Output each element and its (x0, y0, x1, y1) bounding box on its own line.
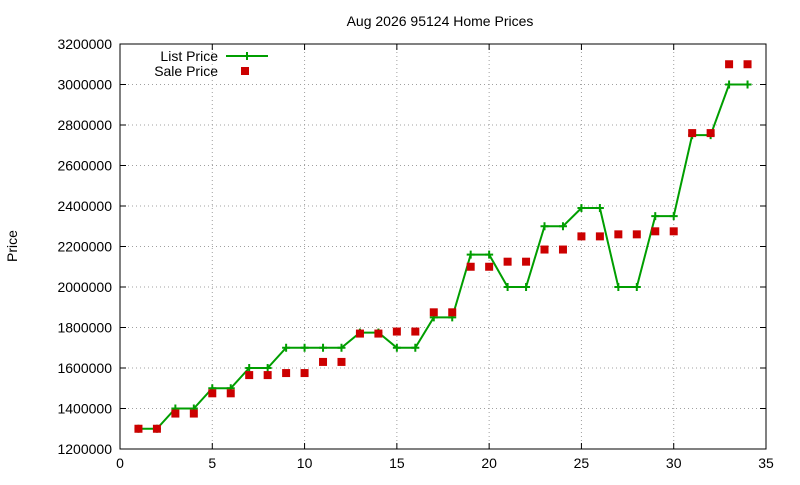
sale-price-point (503, 257, 512, 266)
sale-price-point (448, 308, 457, 317)
list-price-point (245, 364, 254, 372)
sale-price-point (171, 409, 180, 418)
y-tick-label: 2200000 (57, 239, 112, 255)
sale-price-point (282, 369, 291, 378)
list-price-point (282, 343, 291, 352)
list-price-point (651, 212, 660, 221)
legend-label-list-price: List Price (160, 48, 218, 64)
list-price-point (614, 283, 623, 291)
sale-price-point (245, 371, 254, 380)
list-price-point (632, 283, 641, 291)
sale-price-point (152, 424, 161, 433)
x-tick-label: 25 (574, 455, 590, 471)
sale-price-point (189, 409, 198, 418)
y-tick-label: 1800000 (57, 320, 112, 336)
list-price-point (577, 204, 586, 213)
sale-price-point (577, 232, 586, 241)
sale-price-point (558, 245, 567, 254)
sale-price-point (263, 371, 272, 380)
y-axis-label: Price (4, 230, 20, 262)
x-tick-label: 0 (116, 455, 124, 471)
sale-price-point (429, 308, 438, 317)
list-price-point (411, 343, 420, 352)
list-price-point (743, 80, 752, 89)
sale-price-point (669, 227, 678, 236)
list-price-point (300, 343, 309, 352)
y-tick-label: 2400000 (57, 198, 112, 214)
list-price-point (392, 343, 401, 352)
y-tick-label: 1400000 (57, 401, 112, 417)
legend-swatch-sale-price (241, 67, 249, 75)
x-tick-label: 20 (481, 455, 497, 471)
sale-price-point (706, 129, 715, 138)
list-price-point (319, 343, 328, 352)
list-price-point (466, 250, 475, 259)
sale-price-point (466, 262, 475, 271)
sale-price-point (208, 389, 217, 398)
sale-price-point (134, 424, 143, 433)
list-price-point (503, 283, 512, 291)
x-tick-label: 15 (389, 455, 405, 471)
list-price-point (725, 80, 734, 89)
y-tick-label: 3000000 (57, 77, 112, 93)
sale-price-point (725, 60, 734, 69)
list-price-point (337, 343, 346, 352)
x-tick-label: 30 (666, 455, 682, 471)
sale-price-point (688, 129, 697, 138)
list-price-point (485, 250, 494, 259)
y-tick-label: 1200000 (57, 441, 112, 457)
sale-price-point (595, 232, 604, 241)
sale-price-point (226, 389, 235, 398)
x-tick-label: 35 (758, 455, 774, 471)
list-price-point (540, 222, 549, 231)
sale-price-point (614, 230, 623, 239)
sale-price-point (319, 357, 328, 366)
axis-ticks: 0 5 10 15 20 25 30 35 1200000 1400000 1600000 18000… (57, 36, 774, 471)
sale-price-point (743, 60, 752, 69)
list-price-point (669, 212, 678, 221)
chart-title: Aug 2026 95124 Home Prices (347, 13, 534, 29)
y-tick-label: 1600000 (57, 360, 112, 376)
sale-price-point (485, 262, 494, 271)
list-price-line (138, 83, 748, 430)
sale-price-point (522, 257, 531, 266)
sale-price-point (392, 327, 401, 336)
sale-price-point (411, 327, 420, 336)
sale-price-point (632, 230, 641, 239)
data-series (134, 60, 752, 433)
y-tick-label: 2600000 (57, 158, 112, 174)
y-tick-label: 2000000 (57, 279, 112, 295)
list-price-point (263, 364, 272, 372)
list-price-point (595, 204, 604, 213)
sale-price-point (374, 329, 383, 338)
legend-label-sale-price: Sale Price (154, 63, 218, 79)
x-tick-label: 5 (208, 455, 216, 471)
sale-price-point (540, 245, 549, 254)
list-price-point (522, 283, 531, 291)
y-tick-label: 2800000 (57, 117, 112, 133)
sale-price-point (337, 357, 346, 366)
sale-price-point (651, 227, 660, 236)
list-price-point (558, 222, 567, 231)
y-tick-label: 3200000 (57, 36, 112, 52)
x-tick-label: 10 (297, 455, 313, 471)
sale-price-point (355, 329, 364, 338)
sale-price-point (300, 369, 309, 378)
